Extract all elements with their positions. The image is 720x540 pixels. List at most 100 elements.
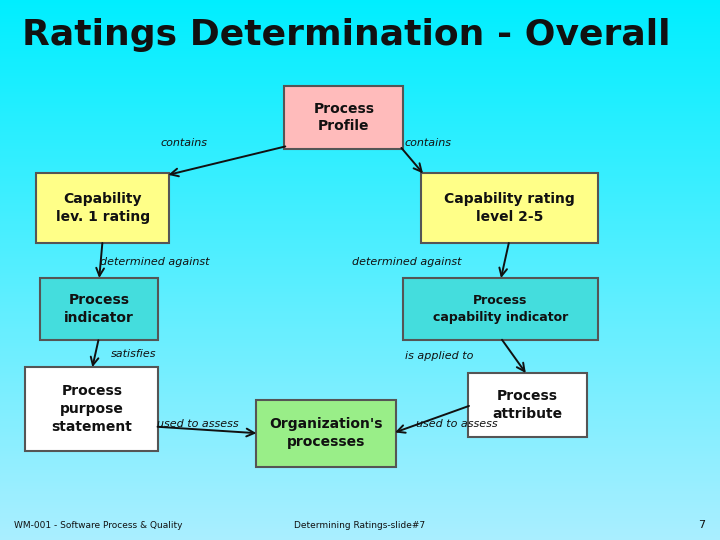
Bar (0, 305, 720, 308)
Bar (0, 394, 720, 397)
Bar (0, 116, 720, 119)
Bar (0, 32, 720, 35)
Bar (0, 340, 720, 343)
Bar (0, 230, 720, 232)
Bar (0, 240, 720, 243)
Bar (0, 35, 720, 38)
Bar (0, 310, 720, 313)
Bar (0, 440, 720, 443)
Bar (0, 46, 720, 49)
Bar (0, 62, 720, 65)
Bar (0, 113, 720, 116)
Bar (0, 437, 720, 440)
Bar (0, 427, 720, 429)
Bar (0, 43, 720, 46)
Bar (0, 429, 720, 432)
Bar (0, 143, 720, 146)
Bar (0, 184, 720, 186)
Bar (0, 243, 720, 246)
Bar (0, 273, 720, 275)
Bar (0, 275, 720, 278)
Bar (0, 173, 720, 176)
Bar (0, 76, 720, 78)
Bar (0, 151, 720, 154)
Bar (0, 300, 720, 302)
Bar (0, 14, 720, 16)
Bar (0, 370, 720, 373)
Bar (0, 435, 720, 437)
Bar (0, 335, 720, 338)
Bar (0, 189, 720, 192)
Bar (0, 378, 720, 381)
Bar (0, 321, 720, 324)
Bar (0, 227, 720, 229)
Bar (0, 38, 720, 40)
Bar (0, 446, 720, 448)
Bar (0, 375, 720, 378)
Bar (0, 362, 720, 364)
Bar (0, 389, 720, 392)
Text: is applied to: is applied to (405, 352, 473, 361)
Bar (0, 65, 720, 68)
Bar (0, 119, 720, 122)
Bar (0, 211, 720, 213)
Bar (0, 59, 720, 62)
Bar (0, 224, 720, 227)
Bar (0, 24, 720, 27)
Bar (0, 213, 720, 216)
Bar (0, 432, 720, 435)
Bar (0, 103, 720, 105)
Bar (0, 284, 720, 286)
Bar (0, 176, 720, 178)
Bar (0, 454, 720, 456)
Bar (0, 162, 720, 165)
Bar (0, 232, 720, 235)
Bar (0, 464, 720, 467)
Text: Determining Ratings-slide#7: Determining Ratings-slide#7 (294, 521, 426, 530)
Bar (0, 0, 720, 3)
FancyBboxPatch shape (403, 278, 598, 340)
Bar (0, 413, 720, 416)
Bar (0, 472, 720, 475)
Bar (0, 146, 720, 148)
Bar (0, 351, 720, 354)
Bar (0, 78, 720, 81)
Bar (0, 383, 720, 386)
Bar (0, 483, 720, 486)
Bar (0, 57, 720, 59)
Bar (0, 68, 720, 70)
Bar (0, 186, 720, 189)
Bar (0, 262, 720, 265)
Bar (0, 532, 720, 535)
Bar (0, 89, 720, 92)
Bar (0, 502, 720, 505)
Bar (0, 27, 720, 30)
Bar (0, 443, 720, 445)
Bar (0, 265, 720, 267)
Bar (0, 338, 720, 340)
Bar (0, 386, 720, 389)
Text: determined against: determined against (352, 257, 462, 267)
Bar (0, 3, 720, 5)
FancyBboxPatch shape (421, 173, 598, 243)
Bar (0, 5, 720, 8)
Bar (0, 148, 720, 151)
Bar (0, 456, 720, 459)
Bar (0, 200, 720, 202)
Bar (0, 256, 720, 259)
Text: 7: 7 (698, 520, 706, 530)
Bar (0, 167, 720, 170)
Bar (0, 254, 720, 256)
Bar (0, 111, 720, 113)
Bar (0, 208, 720, 211)
Bar (0, 132, 720, 135)
Bar (0, 489, 720, 491)
Bar (0, 81, 720, 84)
Bar (0, 181, 720, 184)
Bar (0, 475, 720, 478)
Text: Organization's
processes: Organization's processes (269, 417, 382, 449)
Bar (0, 278, 720, 281)
Bar (0, 500, 720, 502)
Bar (0, 332, 720, 335)
Bar (0, 526, 720, 529)
